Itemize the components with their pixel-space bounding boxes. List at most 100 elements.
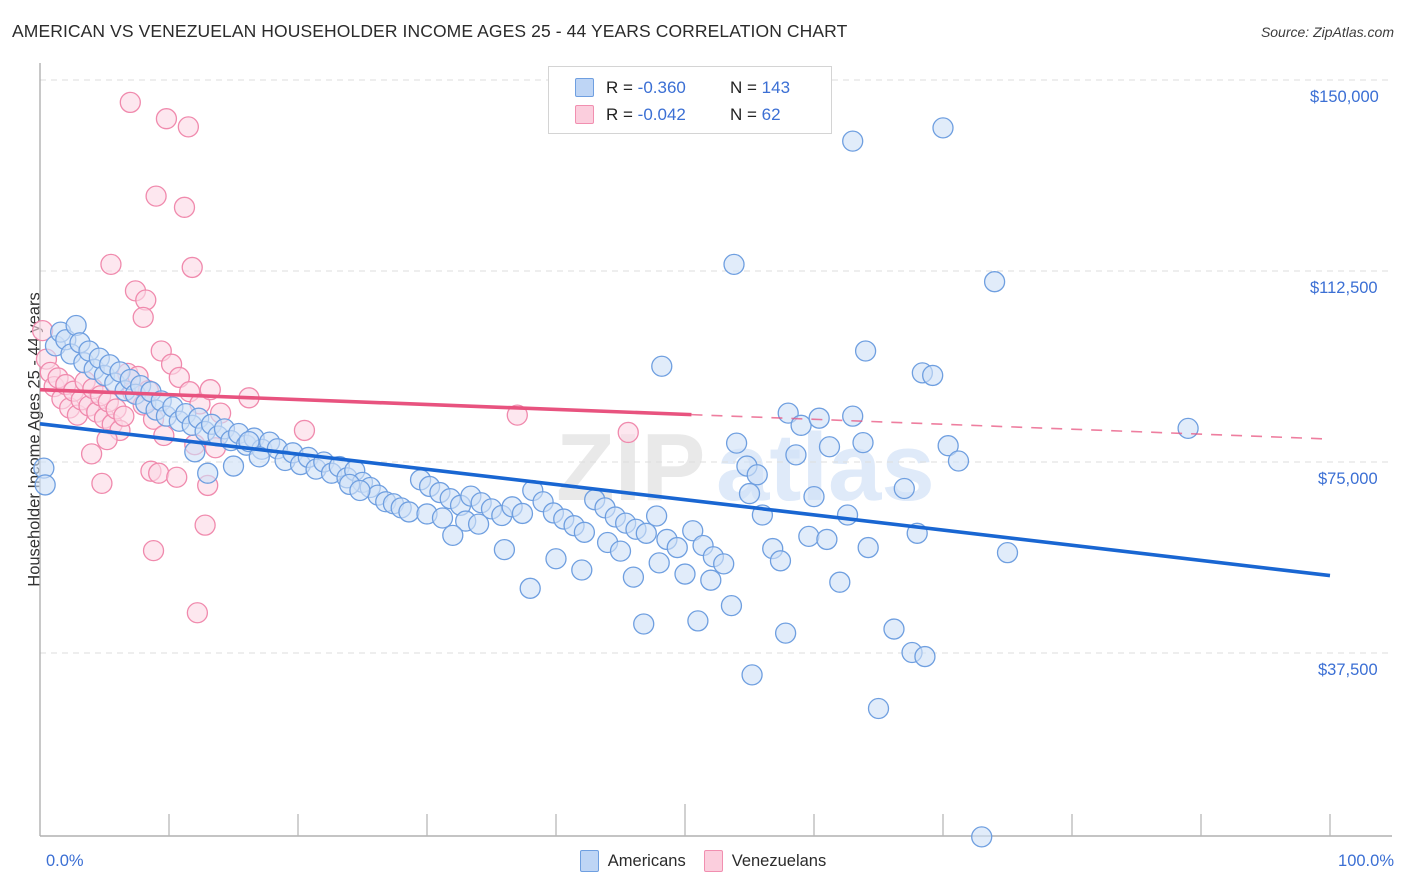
data-point [571, 559, 593, 581]
data-point [398, 501, 420, 523]
data-points-americans [33, 117, 1199, 848]
data-point [790, 414, 812, 436]
trendline-americans-line [39, 422, 1331, 578]
data-point [431, 507, 454, 529]
data-point [148, 462, 170, 484]
data-point [713, 553, 735, 575]
data-point [155, 108, 178, 130]
data-point [573, 521, 596, 543]
stat-r-label-venezuelans: R = [606, 104, 638, 124]
data-point [65, 314, 87, 337]
data-point [852, 431, 874, 454]
data-point [184, 441, 206, 463]
data-point [723, 253, 745, 276]
stat-r-value-americans: -0.360 [637, 77, 686, 97]
legend-item-venezuelans[interactable]: Venezuelans [703, 850, 827, 872]
data-point [645, 505, 668, 527]
data-point [651, 355, 673, 377]
data-point [1177, 417, 1199, 440]
data-point [293, 419, 316, 442]
data-point [937, 435, 959, 457]
data-point [511, 502, 534, 525]
data-point [91, 472, 113, 495]
trendline-venezuelans [39, 387, 1331, 440]
data-point [166, 466, 188, 488]
data-point [893, 477, 915, 500]
stat-n-venezuelans: N = 62 [730, 105, 781, 125]
data-point [922, 364, 944, 387]
data-point [186, 602, 209, 624]
data-point [971, 826, 993, 848]
data-point [442, 524, 464, 546]
data-point [617, 421, 639, 444]
data-point [854, 340, 877, 362]
data-point [774, 622, 797, 644]
legend-item-americans[interactable]: Americans [579, 850, 686, 872]
data-point [467, 513, 490, 535]
data-point [842, 405, 864, 427]
data-point [803, 485, 825, 508]
swatch-americans-icon [575, 78, 594, 97]
x-axis-ticks [168, 804, 1331, 836]
stats-row-venezuelans: R = -0.042 N = 62 [549, 101, 831, 128]
data-point [177, 116, 200, 138]
x-axis-max-label: 100.0% [1338, 852, 1394, 870]
source-attribution: Source: ZipAtlas.com [1260, 24, 1394, 40]
data-point [857, 536, 879, 559]
data-point [738, 482, 761, 505]
data-point [816, 528, 838, 551]
trendline-venezuelans-solid [39, 387, 692, 417]
data-point [181, 256, 203, 279]
data-point [983, 271, 1006, 293]
data-point [914, 645, 936, 668]
y-tick-label-112500: $112,500 [1310, 279, 1378, 297]
data-point [883, 618, 905, 640]
stat-r-americans: R = -0.360 [606, 78, 730, 98]
legend-swatch-americans-icon [579, 850, 599, 872]
swatch-venezuelans-icon [575, 105, 594, 124]
correlation-stats-box: R = -0.360 N = 143 R = -0.042 N = 62 [548, 66, 832, 134]
trendline-venezuelans-dashed [691, 413, 1331, 440]
legend-label-venezuelans: Venezuelans [731, 851, 827, 870]
data-point [132, 306, 154, 328]
y-tick-label-150000: $150,000 [1310, 88, 1379, 106]
data-point [609, 540, 632, 562]
data-point [700, 569, 722, 591]
data-point [674, 563, 696, 585]
legend-label-americans: Americans [607, 851, 686, 870]
stat-r-label-americans: R = [606, 77, 638, 97]
stat-n-label-americans: N = [730, 77, 762, 97]
stat-n-value-americans: 143 [761, 77, 791, 97]
data-point [119, 91, 141, 114]
data-point [947, 450, 970, 472]
data-point [808, 407, 830, 429]
data-point [100, 253, 122, 276]
data-point [96, 428, 118, 451]
trendline-americans [39, 422, 1331, 578]
data-point [836, 504, 859, 526]
data-point [725, 432, 748, 454]
data-point [80, 443, 103, 465]
data-point [798, 525, 820, 548]
data-point [682, 520, 704, 542]
data-point [222, 455, 245, 477]
data-point [648, 552, 670, 574]
data-point [932, 117, 954, 139]
stat-n-value-venezuelans: 62 [761, 104, 781, 124]
page-title: AMERICAN VS VENEZUELAN HOUSEHOLDER INCOM… [12, 21, 848, 41]
data-points-venezuelans [31, 91, 639, 624]
data-point [741, 664, 763, 686]
stats-row-americans: R = -0.360 N = 143 [549, 74, 831, 101]
data-point [545, 548, 567, 570]
data-point [173, 196, 196, 218]
legend-swatch-venezuelans-icon [703, 850, 723, 872]
stat-r-value-venezuelans: -0.042 [637, 104, 686, 124]
data-point [829, 571, 851, 593]
data-point [622, 566, 645, 588]
data-point [746, 464, 768, 486]
axis-lines [39, 63, 1392, 837]
data-point [349, 479, 371, 502]
series-legend: Americans Venezuelans [0, 850, 1406, 872]
